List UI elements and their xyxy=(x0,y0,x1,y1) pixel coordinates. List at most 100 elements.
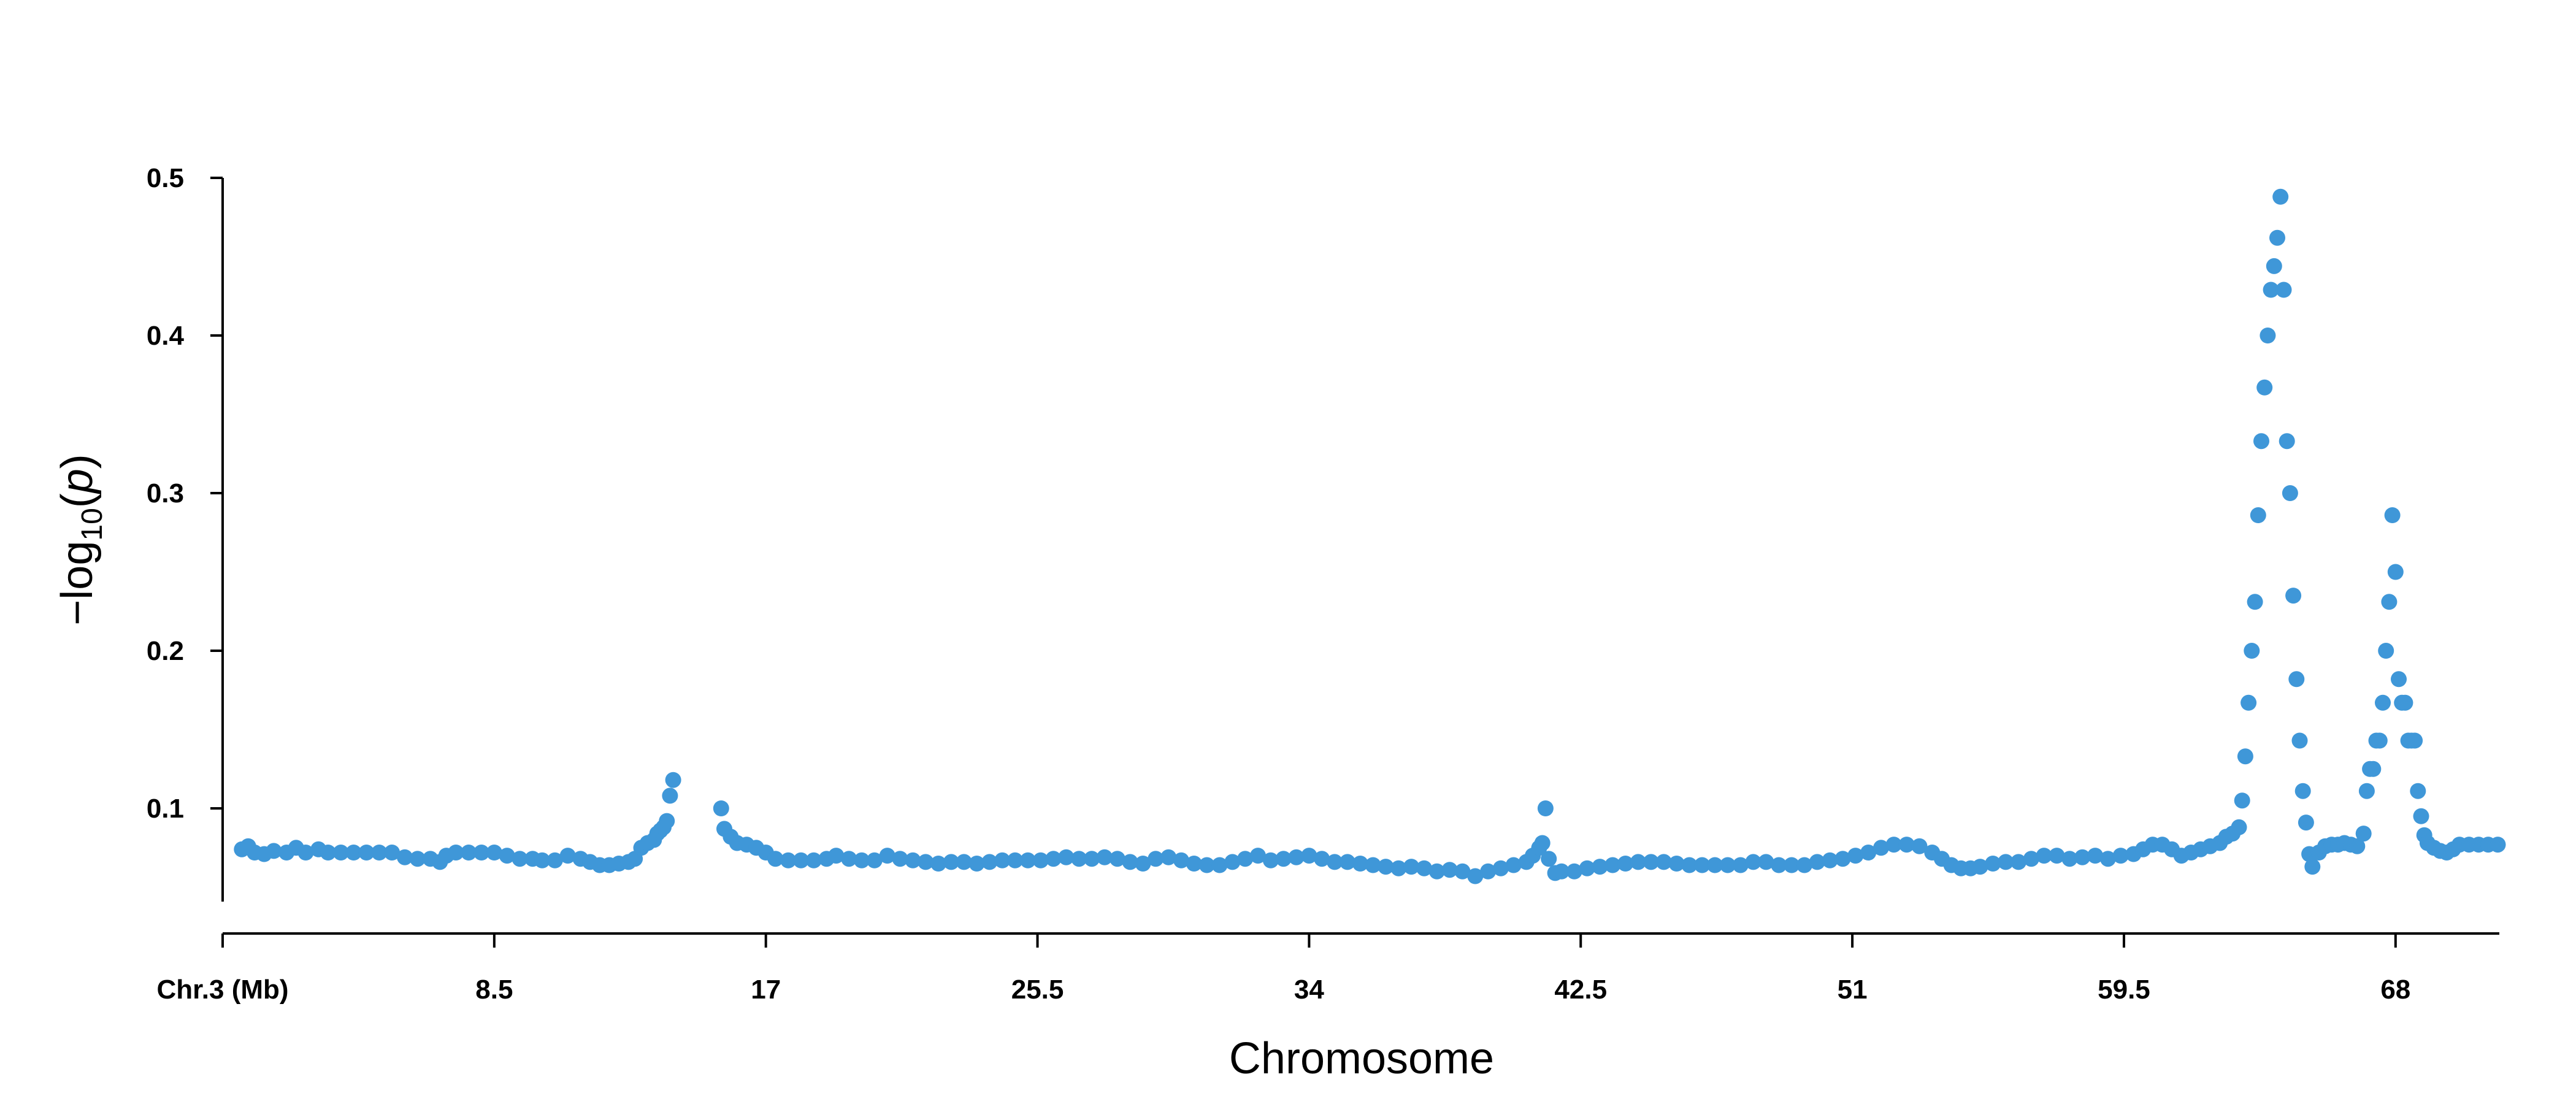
data-point xyxy=(956,854,972,870)
data-point xyxy=(1019,852,1036,868)
data-point xyxy=(1301,848,1317,864)
data-point xyxy=(2407,732,2423,749)
data-point xyxy=(1262,852,1279,868)
data-point xyxy=(866,852,883,868)
data-point xyxy=(2256,379,2273,396)
data-point xyxy=(1745,854,1761,870)
data-point xyxy=(2298,815,2314,831)
y-axis-title-open: ( xyxy=(53,493,102,508)
data-point xyxy=(2074,849,2091,865)
data-point xyxy=(1834,851,1851,867)
data-point xyxy=(1045,851,1062,867)
data-point xyxy=(1694,857,1711,873)
x-tick-label: 34 xyxy=(1294,975,1324,1005)
data-point xyxy=(2397,694,2413,711)
data-point xyxy=(1505,857,1522,873)
data-point xyxy=(2260,328,2276,343)
data-point xyxy=(1911,838,1928,854)
data-point xyxy=(371,845,388,861)
data-point xyxy=(297,845,314,861)
data-point xyxy=(1885,837,1902,853)
y-axis-title-variable: p xyxy=(53,469,102,494)
data-point xyxy=(2263,282,2279,298)
data-point xyxy=(1403,859,1420,875)
data-point xyxy=(2061,851,2078,867)
data-point xyxy=(2087,848,2104,864)
data-point xyxy=(2391,671,2407,688)
y-tick-label: 0.1 xyxy=(147,794,184,824)
data-point xyxy=(2358,783,2375,799)
data-point xyxy=(1288,849,1305,865)
data-point xyxy=(1186,856,1202,872)
data-point xyxy=(659,813,675,829)
y-axis-title-close: ) xyxy=(53,454,102,469)
data-point xyxy=(461,845,477,861)
y-tick-label: 0.3 xyxy=(147,478,184,508)
data-point xyxy=(780,852,797,868)
data-point xyxy=(2049,848,2065,864)
data-point xyxy=(2288,671,2305,688)
data-point xyxy=(2234,792,2250,809)
data-point xyxy=(2355,826,2372,842)
data-point xyxy=(1541,851,1557,867)
y-axis-ticks: 0.1 0.2 0.3 0.4 0.5 xyxy=(147,163,223,824)
data-point xyxy=(358,845,375,861)
data-point xyxy=(892,851,908,867)
data-point xyxy=(1032,852,1049,868)
data-point xyxy=(1534,835,1551,851)
data-point xyxy=(793,852,809,868)
data-point xyxy=(1327,854,1343,870)
data-point xyxy=(384,845,401,861)
data-point xyxy=(320,845,336,861)
data-point xyxy=(1847,848,1864,864)
data-point xyxy=(2371,732,2388,749)
y-tick-label: 0.5 xyxy=(147,163,184,193)
data-point xyxy=(1681,857,1698,873)
data-point xyxy=(266,843,282,859)
x-axis-ticks: Chr.3 (Mb) 8.5 17 25.5 34 42.5 51 59.5 68 xyxy=(156,933,2410,1005)
data-point xyxy=(1860,845,1877,861)
data-point xyxy=(1007,852,1024,868)
data-point xyxy=(1719,857,1736,873)
data-point xyxy=(2023,851,2039,867)
data-point xyxy=(1554,863,1570,880)
data-points xyxy=(234,188,2506,884)
data-point xyxy=(2384,507,2401,523)
data-point xyxy=(1771,857,1787,873)
data-point xyxy=(981,854,998,870)
data-point xyxy=(1493,860,1509,876)
data-point xyxy=(2291,732,2308,749)
data-point xyxy=(1617,856,1634,872)
data-point xyxy=(1655,854,1672,870)
data-point xyxy=(1428,863,1445,880)
data-point xyxy=(1454,863,1471,880)
data-point xyxy=(1352,856,1368,872)
data-point xyxy=(2247,594,2263,610)
data-point xyxy=(2490,837,2506,853)
data-point xyxy=(1972,859,1988,875)
data-point xyxy=(1339,854,1355,870)
data-point xyxy=(473,845,489,861)
data-point xyxy=(2410,783,2426,799)
data-point xyxy=(2237,748,2253,765)
data-point xyxy=(1998,854,2014,870)
data-point xyxy=(1480,863,1497,880)
data-point xyxy=(1604,857,1621,873)
data-point xyxy=(2275,282,2292,298)
data-point xyxy=(1071,851,1087,867)
data-point xyxy=(2413,808,2429,824)
data-point xyxy=(2282,485,2298,501)
data-point xyxy=(1084,851,1100,867)
data-point xyxy=(2365,761,2382,777)
y-axis-title-subscript: 10 xyxy=(76,508,109,540)
data-point xyxy=(1122,854,1138,870)
data-point xyxy=(2375,694,2391,711)
data-point xyxy=(486,845,502,861)
data-point xyxy=(854,852,870,868)
data-point xyxy=(2253,433,2269,450)
data-point xyxy=(1416,860,1432,876)
y-axis-title-prefix: −log xyxy=(53,541,102,626)
data-point xyxy=(2381,594,2398,610)
data-point xyxy=(1148,851,1164,867)
